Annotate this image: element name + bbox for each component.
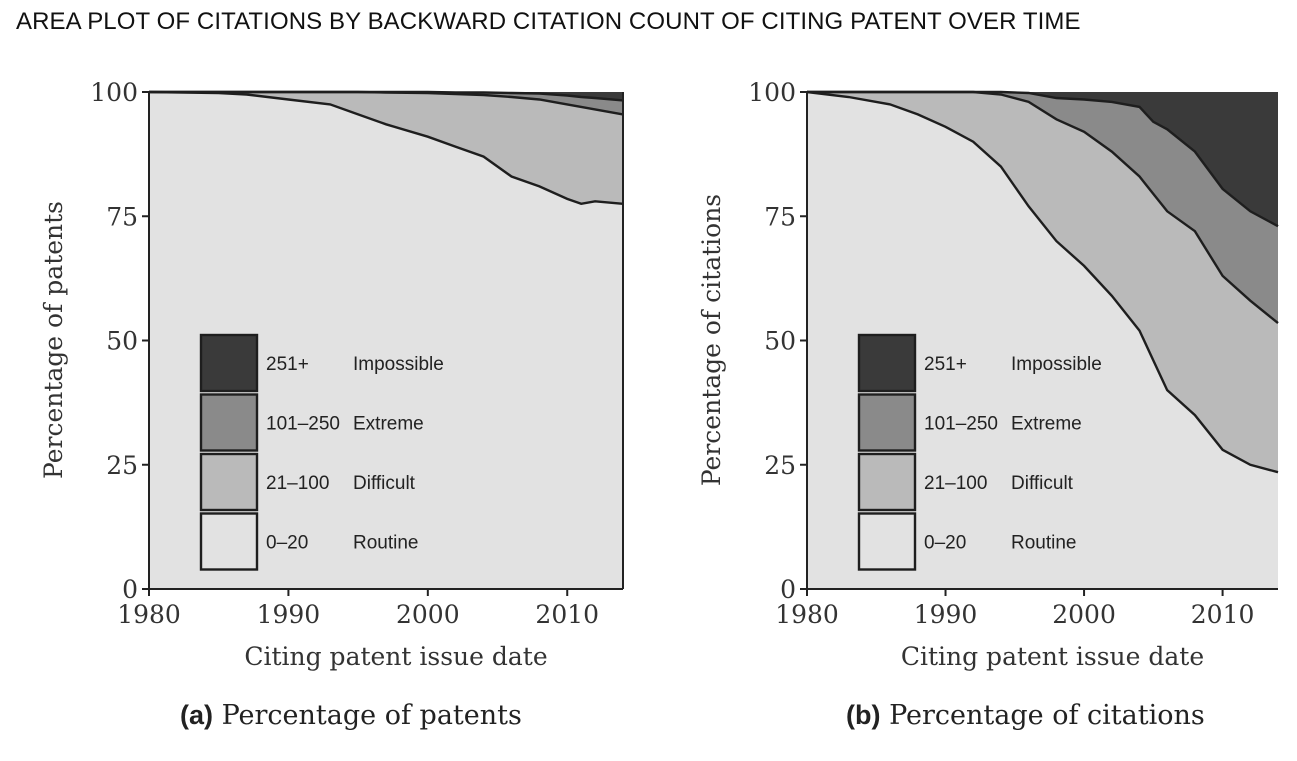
legend-label: Routine	[1011, 533, 1077, 554]
y-tick-label: 0	[122, 575, 138, 604]
legend-range: 101–250	[266, 414, 340, 435]
legend-swatch	[857, 333, 917, 393]
chart-panel-a: 0 25 50 75 100 1980 1990 2000 2010 Citing patent …	[39, 78, 624, 671]
legend-swatch	[857, 452, 917, 512]
legend-swatch	[199, 333, 259, 393]
area-0–20	[807, 92, 1278, 589]
legend-label: Extreme	[353, 414, 424, 435]
y-tick-label: 75	[106, 202, 138, 231]
y-tick-label: 50	[764, 327, 796, 356]
y-tick-label: 0	[780, 575, 796, 604]
legend: 251+ Impossible 101–250 Extreme 21–100 Diffic…	[199, 333, 444, 571]
series-line-101–250	[807, 90, 1279, 228]
legend-swatch	[857, 393, 917, 452]
y-tick-label: 100	[748, 78, 796, 107]
area-21–100	[149, 92, 623, 204]
y-tick-label: 25	[764, 451, 796, 480]
x-tick-label: 1990	[914, 600, 978, 629]
area-charts: 0 25 50 75 100 1980 1990 2000 2010 Citing patent …	[39, 78, 1279, 671]
legend-label: Difficult	[1011, 473, 1074, 494]
legend-label: Impossible	[353, 354, 444, 375]
x-tick-label: 1990	[257, 600, 321, 629]
area-21–100	[807, 92, 1278, 473]
legend-range: 0–20	[924, 533, 966, 554]
caption-a: (a) Percentage of patents	[180, 700, 522, 731]
y-axis-label: Percentage of patents	[39, 201, 68, 479]
y-axis-label: Percentage of citations	[697, 194, 726, 486]
caption-a-tag: (a)	[180, 700, 213, 730]
chart-panel-b: 0 25 50 75 100 1980 1990 2000 2010 Citing patent …	[697, 78, 1279, 671]
x-tick-label: 1980	[117, 600, 181, 629]
legend: 251+ Impossible 101–250 Extreme 21–100 Diffic…	[857, 333, 1102, 571]
x-tick-label: 1980	[775, 600, 839, 629]
area-101–250	[807, 92, 1278, 324]
legend-swatch	[199, 452, 259, 512]
legend-range: 0–20	[266, 533, 308, 554]
legend-range: 251+	[266, 354, 309, 375]
legend-label: Impossible	[1011, 354, 1102, 375]
legend-range: 21–100	[924, 473, 987, 494]
caption-a-text: Percentage of patents	[221, 700, 522, 731]
series-line-101–250	[149, 90, 624, 102]
legend-label: Difficult	[353, 473, 416, 494]
x-tick-label: 2010	[1191, 600, 1255, 629]
area-251+	[149, 92, 623, 101]
legend-label: Routine	[353, 533, 419, 554]
x-tick-label: 2000	[1052, 600, 1116, 629]
legend-swatch	[199, 393, 259, 452]
y-tick-label: 100	[90, 78, 138, 107]
caption-b-tag: (b)	[846, 700, 881, 730]
x-axis-label: Citing patent issue date	[901, 642, 1204, 671]
y-tick-label: 25	[106, 451, 138, 480]
caption-b: (b) Percentage of citations	[846, 700, 1205, 731]
legend-range: 21–100	[266, 473, 329, 494]
caption-b-text: Percentage of citations	[889, 700, 1205, 731]
y-tick-label: 75	[764, 202, 796, 231]
legend-swatch	[857, 512, 917, 571]
legend-range: 101–250	[924, 414, 998, 435]
series-line-0–20	[806, 90, 1279, 474]
legend-swatch	[199, 512, 259, 571]
legend-range: 251+	[924, 354, 967, 375]
x-axis-label: Citing patent issue date	[244, 642, 547, 671]
x-tick-label: 2000	[396, 600, 460, 629]
y-tick-label: 50	[106, 327, 138, 356]
figure-title: AREA PLOT OF CITATIONS BY BACKWARD CITAT…	[16, 8, 1081, 35]
x-tick-label: 2010	[535, 600, 599, 629]
area-0–20	[149, 92, 623, 589]
legend-label: Extreme	[1011, 414, 1082, 435]
series-line-0–20	[148, 90, 624, 206]
